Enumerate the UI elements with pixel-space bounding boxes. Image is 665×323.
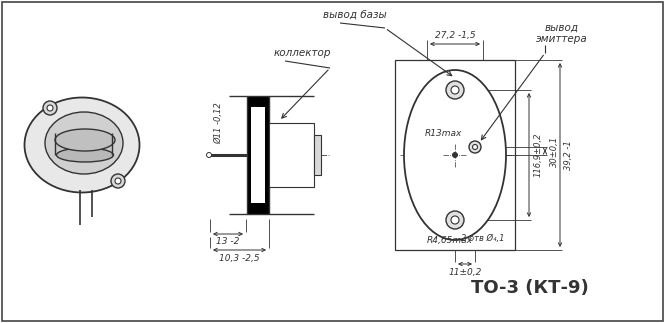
- Ellipse shape: [45, 112, 123, 174]
- Text: Ø11 -0,12: Ø11 -0,12: [215, 102, 223, 144]
- Bar: [314, 135, 321, 175]
- Circle shape: [111, 174, 125, 188]
- Ellipse shape: [404, 70, 506, 240]
- Text: вывод базы: вывод базы: [323, 10, 387, 20]
- Circle shape: [469, 141, 481, 153]
- Ellipse shape: [25, 98, 140, 193]
- Bar: [247, 96, 269, 214]
- Circle shape: [473, 144, 477, 150]
- Circle shape: [47, 105, 53, 111]
- Text: коллектор: коллектор: [273, 48, 331, 58]
- Text: 30±0,1: 30±0,1: [549, 135, 559, 167]
- Text: 11±0,2: 11±0,2: [448, 267, 481, 276]
- Circle shape: [451, 216, 459, 224]
- Text: 39,2 -1: 39,2 -1: [565, 140, 573, 170]
- Text: 13 -2: 13 -2: [216, 237, 239, 246]
- Text: R4,65max: R4,65max: [427, 235, 473, 245]
- Circle shape: [207, 152, 211, 158]
- Circle shape: [452, 152, 458, 158]
- FancyBboxPatch shape: [55, 133, 112, 155]
- Text: TO-3 (КТ-9): TO-3 (КТ-9): [471, 279, 589, 297]
- Circle shape: [115, 178, 121, 184]
- Circle shape: [446, 81, 464, 99]
- Text: Ø20,1 -0,4: Ø20,1 -0,4: [255, 105, 265, 149]
- Text: 2 отв Ø₄,1: 2 отв Ø₄,1: [462, 234, 505, 243]
- Text: 116,9±0,2: 116,9±0,2: [533, 133, 543, 177]
- Circle shape: [446, 211, 464, 229]
- Text: 27,2 -1,5: 27,2 -1,5: [435, 30, 475, 39]
- Ellipse shape: [57, 148, 114, 162]
- Bar: [395, 60, 515, 250]
- Ellipse shape: [55, 129, 115, 151]
- Text: вывод
эмиттера: вывод эмиттера: [536, 22, 588, 44]
- Bar: [269, 123, 314, 187]
- Circle shape: [451, 86, 459, 94]
- Circle shape: [43, 101, 57, 115]
- Text: 10,3 -2,5: 10,3 -2,5: [219, 254, 259, 263]
- Bar: [251, 107, 265, 203]
- Text: R13max: R13max: [424, 129, 462, 138]
